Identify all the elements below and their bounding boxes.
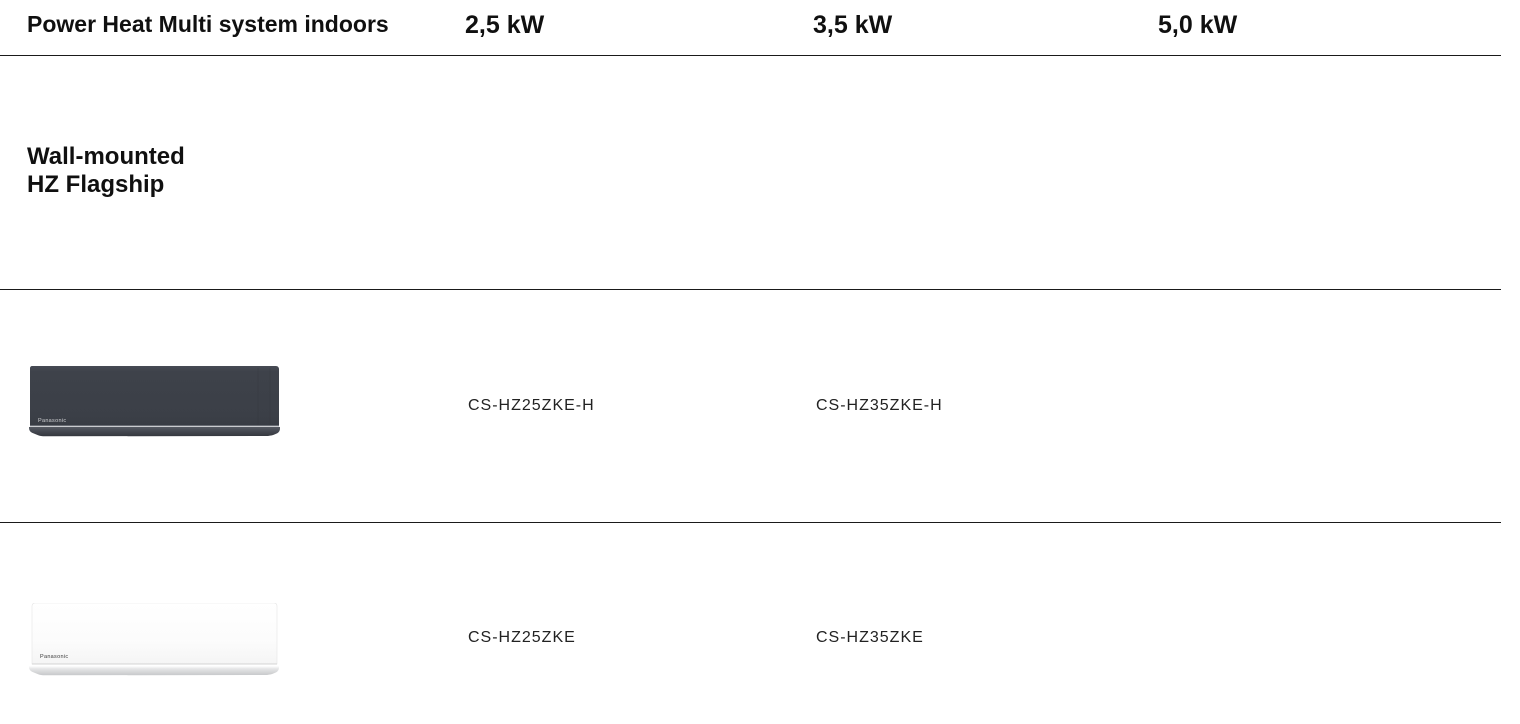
svg-text:Panasonic: Panasonic xyxy=(38,418,66,424)
svg-text:Panasonic: Panasonic xyxy=(40,654,68,660)
